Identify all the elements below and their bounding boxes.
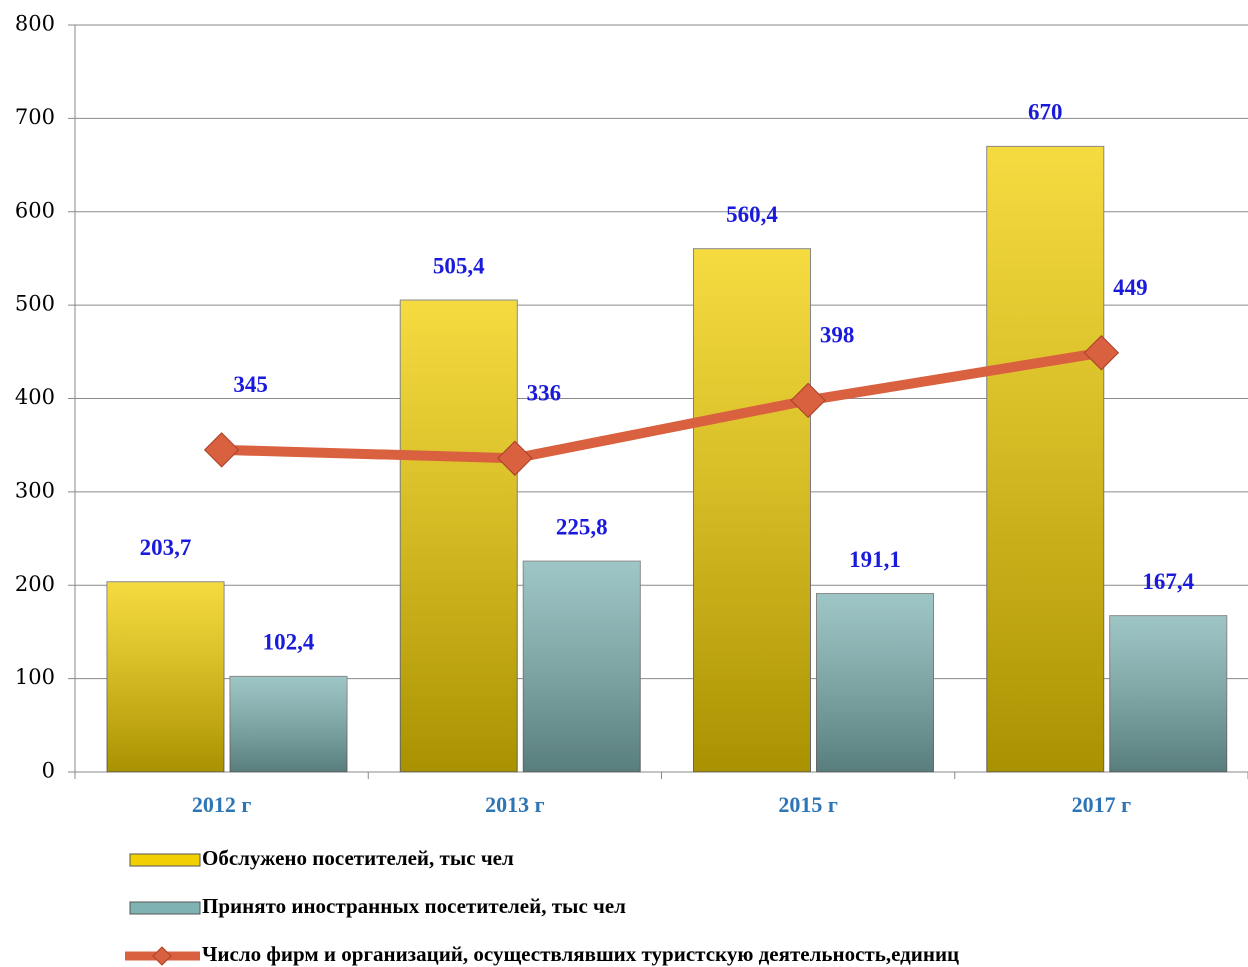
data-label: 225,8 <box>556 514 608 539</box>
legend-label: Принято иностранных посетителей, тыс чел <box>202 894 626 918</box>
y-tick-label: 400 <box>15 385 55 409</box>
x-tick-label: 2017 г <box>1072 792 1132 817</box>
bar-shade <box>816 593 934 772</box>
x-tick-label: 2013 г <box>485 792 545 817</box>
y-tick-label: 500 <box>15 292 55 316</box>
data-label: 560,4 <box>726 202 778 227</box>
y-tick-label: 600 <box>15 198 55 222</box>
y-tick-label: 800 <box>15 12 55 36</box>
bar-shade <box>523 561 641 772</box>
data-label: 449 <box>1113 275 1148 300</box>
y-tick-label: 100 <box>15 665 55 689</box>
data-label: 336 <box>527 381 562 406</box>
marker <box>203 432 240 468</box>
bar-shade <box>986 146 1104 772</box>
data-label: 102,4 <box>263 630 315 655</box>
data-label: 191,1 <box>849 547 901 572</box>
marker <box>1083 335 1120 371</box>
legend-key <box>152 946 172 966</box>
y-tick-label: 0 <box>42 759 55 783</box>
x-tick-label: 2012 г <box>192 792 252 817</box>
data-label: 670 <box>1028 100 1063 125</box>
data-label: 345 <box>233 372 268 397</box>
data-label: 203,7 <box>140 535 192 560</box>
line <box>221 347 1103 464</box>
bar-shade <box>230 676 347 772</box>
marker <box>790 382 826 419</box>
bar-shade <box>1109 615 1227 772</box>
y-tick-label: 300 <box>15 478 55 502</box>
data-label: 505,4 <box>433 253 485 278</box>
bar-shade <box>400 300 518 772</box>
data-label: 167,4 <box>1142 569 1194 594</box>
legend-key <box>129 853 201 867</box>
y-tick-label: 200 <box>15 572 55 596</box>
bar-shade <box>107 581 224 772</box>
legend-key <box>129 901 201 915</box>
legend-label: Число фирм и организаций, осуществлявших… <box>202 942 959 966</box>
marker <box>497 440 533 476</box>
legend-label: Обслужено посетителей, тыс чел <box>202 846 514 870</box>
x-tick-label: 2015 г <box>778 792 838 817</box>
y-tick-label: 700 <box>15 105 55 129</box>
data-label: 398 <box>820 323 855 348</box>
bar-shade <box>693 248 811 772</box>
